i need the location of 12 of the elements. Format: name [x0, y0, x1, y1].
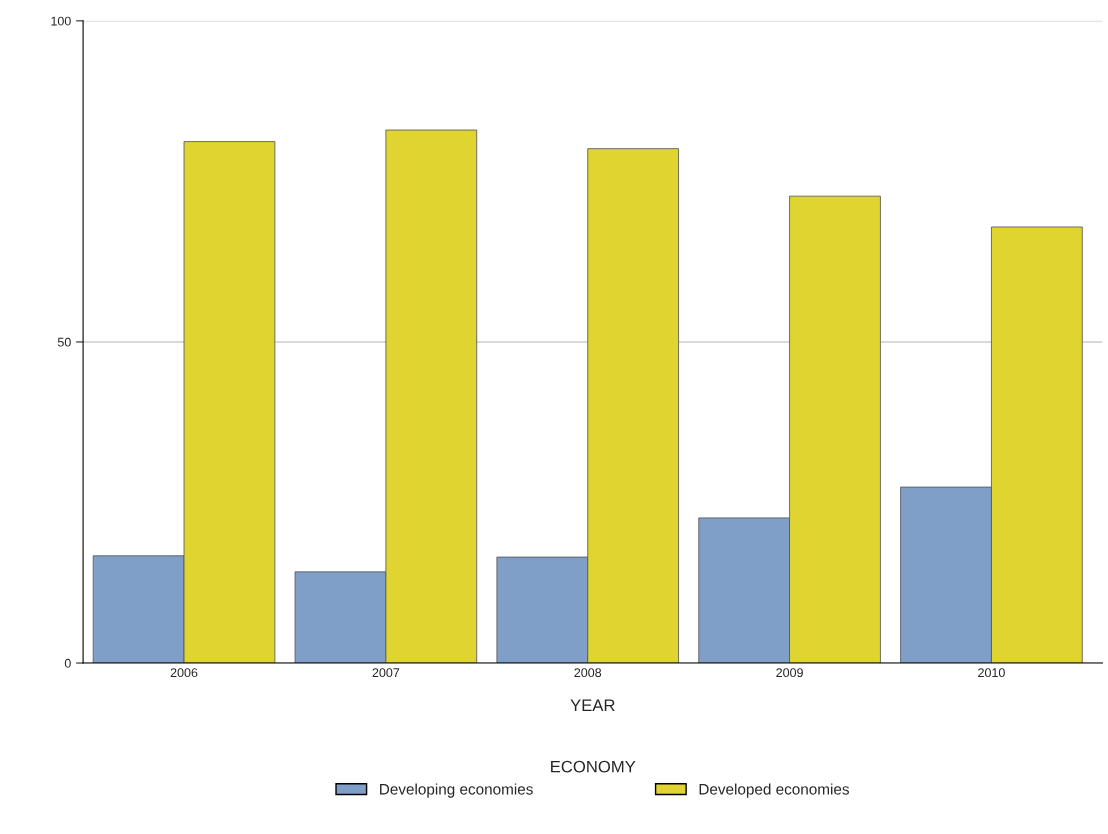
x-axis-title: YEAR [570, 699, 615, 712]
y-tick-label: 50 [57, 337, 71, 347]
y-tick-label: 100 [51, 16, 71, 26]
legend-label: Developing economies [380, 783, 533, 798]
x-tick-label: 2007 [372, 668, 400, 678]
legend-title: ECONOMY [551, 760, 636, 773]
x-tick-label: 2008 [574, 668, 602, 678]
x-tick-label: 2006 [170, 668, 198, 678]
legend-label: Developed economies [699, 783, 849, 798]
y-tick-label: 0 [64, 658, 71, 668]
x-tick-label: 2009 [776, 668, 803, 678]
x-tick-label: 2010 [978, 668, 1005, 678]
